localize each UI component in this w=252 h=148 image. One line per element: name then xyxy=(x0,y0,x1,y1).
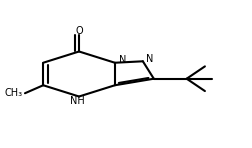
Text: N: N xyxy=(119,55,127,65)
Text: N: N xyxy=(146,54,153,64)
Text: CH₃: CH₃ xyxy=(4,88,22,98)
Text: NH: NH xyxy=(71,96,85,106)
Text: O: O xyxy=(75,26,83,36)
